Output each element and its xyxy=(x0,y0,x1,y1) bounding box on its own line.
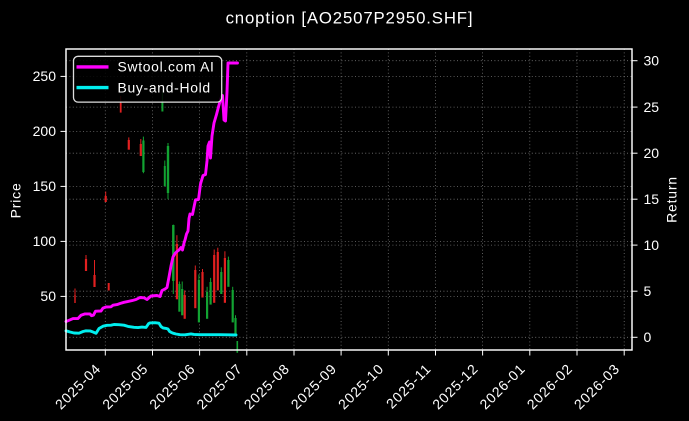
svg-text:50: 50 xyxy=(40,288,56,304)
svg-text:150: 150 xyxy=(33,178,57,194)
svg-text:Buy-and-Hold: Buy-and-Hold xyxy=(118,79,211,95)
svg-text:25: 25 xyxy=(644,99,660,115)
svg-text:15: 15 xyxy=(644,191,660,207)
svg-text:5: 5 xyxy=(644,283,652,299)
svg-text:250: 250 xyxy=(33,68,57,84)
svg-text:30: 30 xyxy=(644,53,660,69)
svg-text:Swtool.com AI: Swtool.com AI xyxy=(118,59,215,75)
svg-text:0: 0 xyxy=(644,329,652,345)
svg-text:20: 20 xyxy=(644,145,660,161)
svg-text:cnoption [AO2507P2950.SHF]: cnoption [AO2507P2950.SHF] xyxy=(226,9,474,28)
svg-text:Return: Return xyxy=(663,176,679,223)
svg-text:Price: Price xyxy=(8,182,24,218)
svg-text:10: 10 xyxy=(644,237,660,253)
svg-text:100: 100 xyxy=(33,233,57,249)
svg-text:200: 200 xyxy=(33,123,57,139)
